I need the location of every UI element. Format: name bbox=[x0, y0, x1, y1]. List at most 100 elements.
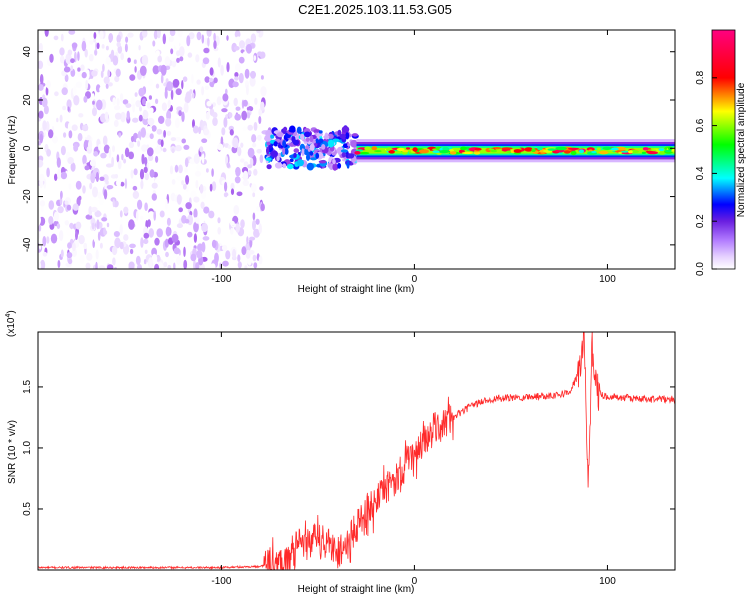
heatmap-cell bbox=[318, 130, 323, 134]
heatmap-cell bbox=[56, 157, 61, 168]
colorbar-ticks: 0.0 0.2 0.4 0.6 0.8 bbox=[695, 70, 717, 276]
heatmap-cell bbox=[235, 166, 241, 177]
heatmap-cell bbox=[75, 221, 82, 230]
heatmap-cell bbox=[412, 147, 418, 152]
snr-frame bbox=[37, 331, 676, 571]
heatmap-cell bbox=[257, 134, 262, 141]
heatmap-cell bbox=[92, 186, 98, 198]
heatmap-cell bbox=[111, 245, 118, 256]
heatmap-cell bbox=[170, 48, 174, 55]
heatmap-cell bbox=[216, 96, 222, 106]
heatmap-cell bbox=[82, 185, 86, 194]
heatmap-cell bbox=[268, 144, 273, 149]
heatmap-xtick-label: -100 bbox=[211, 274, 231, 285]
heatmap-cell bbox=[127, 32, 134, 38]
heatmap-cell bbox=[50, 233, 58, 244]
heatmap-cell bbox=[201, 241, 206, 253]
heatmap-cell bbox=[442, 146, 450, 151]
heatmap-cell bbox=[126, 110, 130, 120]
heatmap-cell bbox=[192, 125, 199, 134]
heatmap-cell bbox=[332, 163, 338, 171]
heatmap-cell bbox=[540, 151, 546, 154]
heatmap-cell bbox=[148, 95, 152, 100]
heatmap-cell bbox=[234, 76, 239, 81]
snr-xtick-label: 0 bbox=[412, 576, 418, 587]
heatmap-cell bbox=[116, 41, 121, 48]
heatmap-cell bbox=[234, 30, 241, 39]
heatmap-cell bbox=[193, 208, 198, 219]
heatmap-cell bbox=[114, 266, 117, 269]
heatmap-cell bbox=[107, 69, 111, 78]
heatmap-cell bbox=[132, 117, 139, 123]
heatmap-cell bbox=[193, 233, 197, 243]
heatmap-cell bbox=[230, 182, 235, 191]
heatmap-cell bbox=[258, 223, 262, 234]
heatmap-cell bbox=[396, 147, 405, 152]
heatmap-cell bbox=[100, 152, 107, 159]
snr-xlabel: Height of straight line (km) bbox=[298, 584, 415, 595]
heatmap-cell bbox=[212, 112, 218, 119]
heatmap-cell bbox=[155, 83, 160, 89]
heatmap-cell bbox=[223, 117, 228, 128]
heatmap-cell bbox=[196, 249, 203, 259]
heatmap-cell bbox=[405, 147, 411, 150]
heatmap-cell bbox=[99, 30, 104, 40]
heatmap-cell bbox=[102, 135, 108, 146]
heatmap-cell bbox=[288, 128, 296, 133]
heatmap-cell bbox=[273, 141, 278, 147]
heatmap-cell bbox=[160, 139, 164, 147]
heatmap-cell bbox=[153, 210, 156, 221]
heatmap-cell bbox=[77, 51, 80, 62]
heatmap-cell bbox=[60, 171, 68, 180]
heatmap-cell bbox=[240, 219, 245, 229]
heatmap-cell bbox=[68, 30, 76, 35]
colorbar-gradient bbox=[711, 29, 736, 270]
heatmap-cell bbox=[342, 143, 349, 149]
heatmap-cell bbox=[85, 214, 93, 220]
heatmap-cell bbox=[114, 75, 120, 83]
heatmap-cell bbox=[184, 157, 189, 168]
heatmap-cell bbox=[60, 249, 64, 258]
heatmap-cell bbox=[347, 153, 355, 159]
heatmap-cell bbox=[598, 150, 609, 155]
heatmap-cell bbox=[43, 105, 49, 115]
heatmap-cell bbox=[200, 201, 205, 209]
heatmap-cell bbox=[40, 259, 46, 269]
heatmap-cell bbox=[647, 151, 658, 155]
heatmap-cell bbox=[83, 242, 88, 250]
heatmap-cell bbox=[128, 141, 135, 149]
heatmap-cell bbox=[221, 108, 228, 113]
heatmap-cell bbox=[147, 211, 155, 220]
heatmap-cell bbox=[230, 220, 235, 226]
heatmap-cell bbox=[128, 219, 135, 230]
heatmap-cell bbox=[129, 243, 136, 249]
heatmap-cell bbox=[196, 79, 201, 85]
heatmap-cell bbox=[142, 117, 149, 126]
heatmap-cell bbox=[84, 165, 90, 171]
heatmap-cell bbox=[84, 48, 88, 58]
heatmap-cell bbox=[154, 237, 160, 246]
heatmap-cell bbox=[63, 66, 71, 73]
heatmap-cell bbox=[39, 133, 43, 144]
heatmap-ytick-label: -20 bbox=[22, 189, 33, 204]
heatmap-cell bbox=[38, 262, 42, 269]
heatmap-cell bbox=[91, 222, 95, 230]
snr-scale-exp: 4 bbox=[5, 314, 12, 318]
heatmap-cell bbox=[301, 148, 305, 157]
heatmap-cell bbox=[146, 144, 149, 149]
heatmap-cell bbox=[238, 56, 245, 64]
heatmap-cell bbox=[224, 181, 228, 192]
heatmap-cell bbox=[66, 227, 72, 236]
heatmap-cell bbox=[193, 260, 196, 269]
svg-text:(x104): (x104) bbox=[5, 310, 17, 337]
heatmap-frame bbox=[37, 29, 676, 270]
heatmap-cell bbox=[217, 227, 221, 235]
heatmap-cell bbox=[104, 111, 109, 121]
heatmap-cell bbox=[165, 251, 169, 258]
heatmap-cell bbox=[193, 196, 200, 203]
heatmap-cell bbox=[138, 114, 143, 122]
heatmap-cell bbox=[173, 247, 181, 255]
heatmap-cell bbox=[120, 52, 124, 61]
heatmap-cell bbox=[132, 102, 136, 113]
